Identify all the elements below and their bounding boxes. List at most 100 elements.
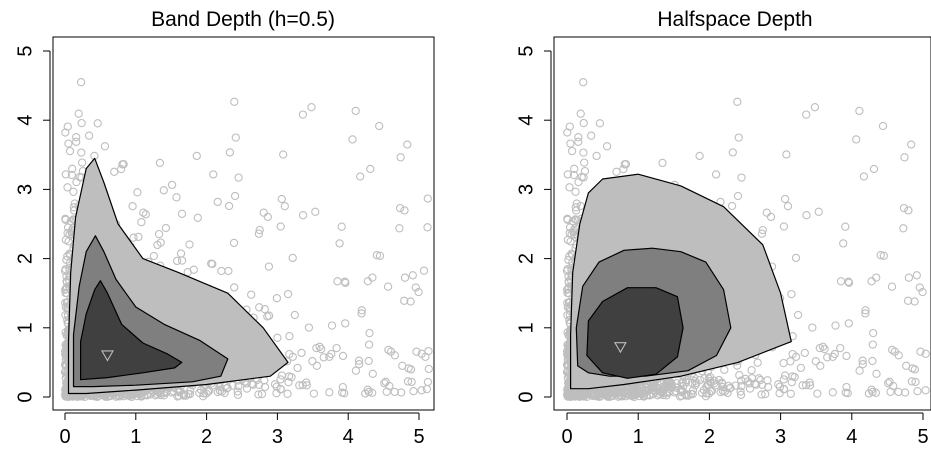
data-point	[176, 249, 186, 258]
data-point	[75, 172, 84, 182]
y-tick-label: 3	[14, 184, 36, 195]
data-point	[921, 349, 930, 358]
data-point	[276, 375, 285, 384]
data-point	[782, 150, 791, 159]
data-point	[161, 223, 171, 233]
data-point	[77, 158, 87, 167]
data-point	[641, 386, 650, 395]
data-point	[910, 365, 920, 374]
data-point	[255, 225, 264, 235]
data-point	[869, 328, 878, 338]
data-point	[805, 381, 815, 390]
data-point	[189, 265, 198, 274]
data-point	[844, 278, 854, 287]
data-point	[67, 170, 77, 180]
data-point	[577, 172, 586, 182]
data-point	[400, 206, 409, 215]
data-point	[414, 287, 423, 297]
data-point	[802, 110, 811, 119]
chart-title: Band Depth (h=0.5)	[151, 8, 335, 31]
data-point	[254, 390, 263, 399]
data-point	[254, 380, 264, 389]
data-point	[341, 278, 350, 287]
data-point	[185, 240, 194, 249]
data-point	[230, 283, 239, 292]
data-point	[900, 388, 910, 397]
data-point	[290, 310, 299, 320]
data-point	[335, 239, 344, 248]
data-point	[398, 361, 407, 370]
data-point	[424, 364, 433, 374]
data-point	[337, 388, 347, 397]
data-point	[868, 356, 877, 366]
data-point	[890, 347, 900, 356]
data-point	[230, 191, 240, 201]
x-tick-label: 3	[775, 426, 786, 448]
data-point	[774, 380, 783, 389]
y-tick-label: 4	[14, 115, 36, 126]
data-point	[867, 277, 876, 286]
y-tick-label: 2	[14, 253, 36, 264]
data-point	[308, 357, 317, 366]
data-point	[737, 381, 746, 391]
data-point	[288, 253, 297, 263]
data-point	[592, 151, 601, 161]
x-tick-label: 4	[343, 426, 354, 448]
data-point	[357, 306, 366, 315]
data-point	[580, 158, 589, 167]
data-point	[872, 369, 881, 378]
data-point	[913, 387, 922, 396]
data-point	[264, 262, 274, 271]
data-point	[811, 357, 820, 366]
data-point	[407, 377, 416, 387]
data-point	[368, 369, 377, 378]
data-point	[406, 297, 415, 306]
data-point	[154, 229, 164, 239]
data-point	[84, 131, 94, 140]
data-point	[304, 323, 314, 332]
data-point	[422, 384, 432, 394]
data-point	[220, 388, 229, 398]
data-point	[762, 208, 771, 217]
data-point	[801, 380, 811, 390]
data-point	[571, 187, 580, 196]
data-point	[364, 356, 373, 366]
data-point	[307, 103, 316, 112]
data-point	[149, 251, 159, 261]
data-point	[911, 377, 920, 387]
data-point	[728, 148, 737, 157]
data-point	[72, 133, 81, 142]
data-point	[861, 306, 870, 315]
data-point	[159, 186, 168, 195]
data-point	[270, 380, 280, 389]
data-point	[796, 363, 806, 373]
data-point	[855, 366, 864, 375]
y-tick-label: 4	[515, 115, 537, 126]
data-point	[839, 239, 848, 248]
data-point	[283, 289, 293, 299]
data-point	[652, 383, 661, 392]
data-point	[576, 109, 585, 118]
data-point	[900, 153, 909, 162]
data-point	[678, 387, 687, 396]
data-point	[254, 229, 264, 238]
data-point	[858, 360, 867, 369]
data-point	[563, 214, 572, 223]
data-point	[354, 356, 364, 365]
data-point	[356, 172, 365, 181]
data-point	[612, 167, 621, 176]
data-point	[727, 201, 737, 211]
data-point	[858, 356, 867, 365]
data-point	[128, 202, 137, 211]
data-point	[737, 173, 746, 182]
data-point	[902, 361, 911, 370]
data-point	[787, 289, 796, 299]
data-point	[77, 148, 86, 157]
data-point	[327, 321, 337, 330]
data-point	[736, 390, 746, 399]
data-point	[658, 158, 667, 168]
y-tick-label: 3	[515, 184, 537, 195]
data-point	[285, 349, 294, 359]
data-point	[842, 351, 851, 361]
